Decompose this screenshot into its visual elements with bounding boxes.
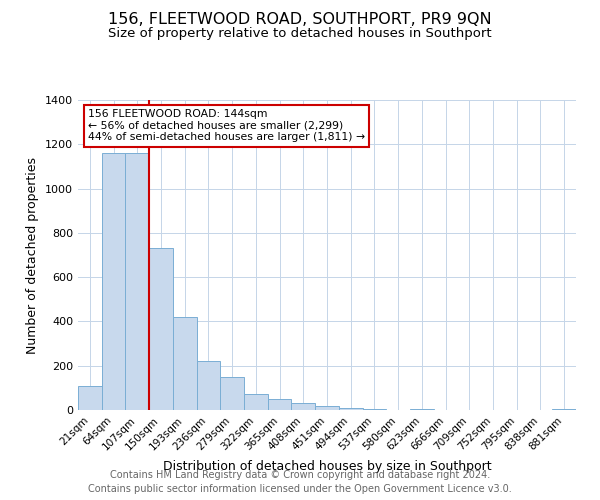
Text: 156, FLEETWOOD ROAD, SOUTHPORT, PR9 9QN: 156, FLEETWOOD ROAD, SOUTHPORT, PR9 9QN (108, 12, 492, 28)
Bar (102, 153, 125, 410)
Bar (220, 377, 244, 410)
Y-axis label: Number of detached properties: Number of detached properties (26, 156, 40, 354)
Bar (173, 318, 197, 410)
X-axis label: Distribution of detached houses by size in Southport: Distribution of detached houses by size … (163, 460, 491, 473)
Bar (268, 400, 292, 410)
Bar (362, 409, 386, 410)
Bar (197, 362, 220, 410)
Bar (292, 404, 315, 410)
Text: Size of property relative to detached houses in Southport: Size of property relative to detached ho… (108, 28, 492, 40)
Text: 156 FLEETWOOD ROAD: 144sqm
← 56% of detached houses are smaller (2,299)
44% of s: 156 FLEETWOOD ROAD: 144sqm ← 56% of deta… (88, 110, 365, 142)
Text: Contains HM Land Registry data © Crown copyright and database right 2024.
Contai: Contains HM Land Registry data © Crown c… (88, 470, 512, 494)
Bar (125, 153, 149, 410)
Bar (339, 408, 362, 410)
Bar (149, 248, 173, 410)
Bar (315, 406, 339, 410)
Bar (244, 394, 268, 410)
Bar (78, 386, 102, 410)
